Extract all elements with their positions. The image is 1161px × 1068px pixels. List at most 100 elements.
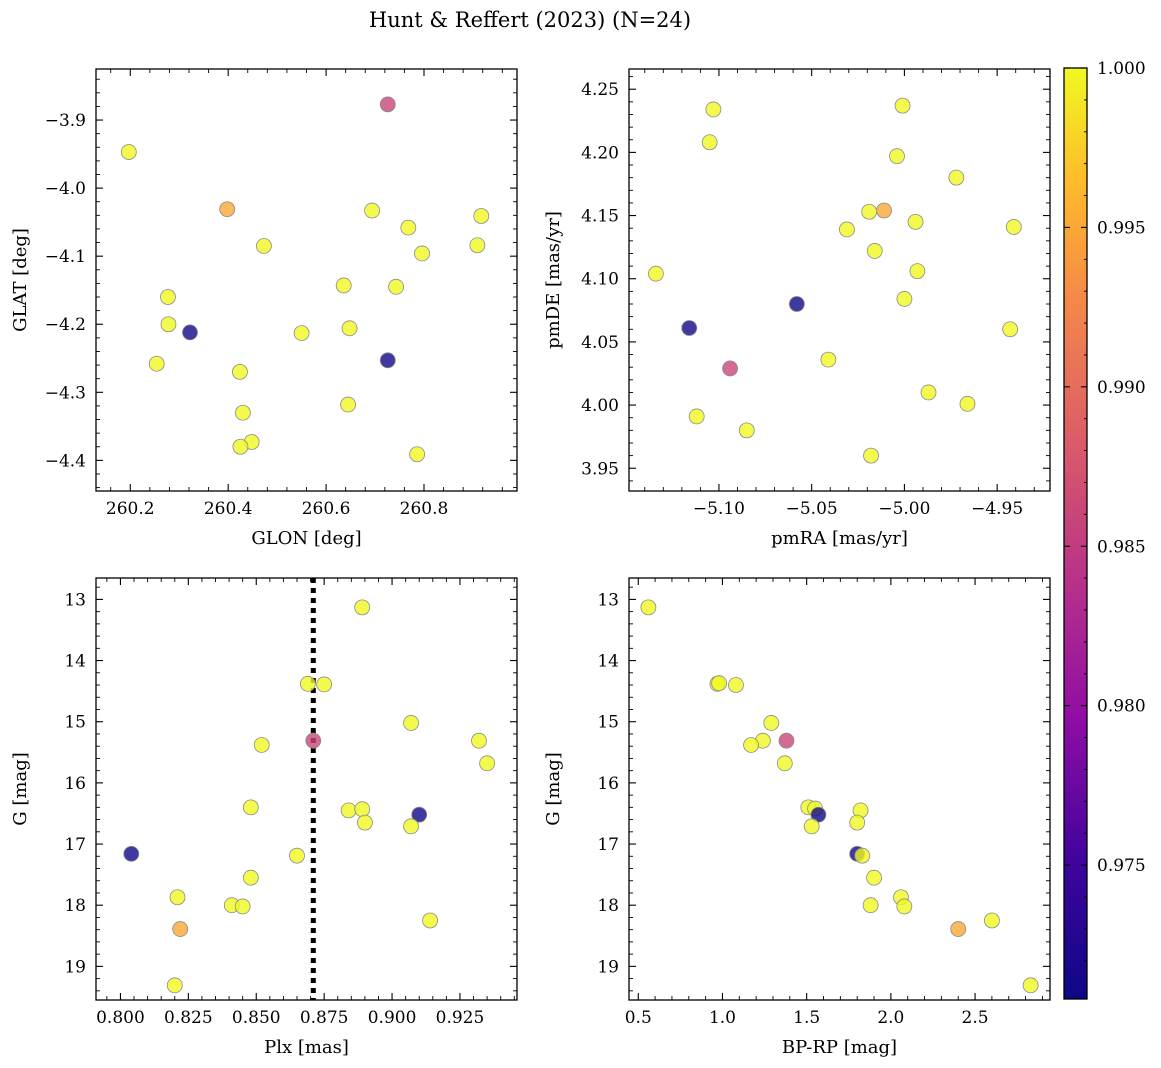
figure-title: Hunt & Reffert (2023) (N=24) — [369, 8, 691, 32]
x-tick-label: 0.5 — [625, 1008, 652, 1028]
scatter-point — [647, 265, 664, 282]
y-tick-label: 4.10 — [581, 270, 619, 290]
scatter-point — [182, 324, 198, 341]
scatter-point — [256, 238, 272, 254]
scatter-point — [479, 755, 496, 772]
x-tick-label: 0.825 — [164, 1008, 213, 1028]
scatter-point — [728, 677, 744, 693]
scatter-point — [896, 898, 913, 915]
scatter-point — [414, 245, 430, 262]
y-tick-label: 19 — [64, 957, 86, 977]
scatter-point — [778, 732, 795, 749]
y-tick-label: 14 — [597, 652, 619, 672]
scatter-point — [403, 715, 419, 731]
plot-area-frame — [628, 577, 1051, 1001]
x-axis-label: pmRA [mas/yr] — [771, 528, 908, 549]
y-tick-label: 4.20 — [581, 143, 619, 163]
scatter-point — [305, 732, 322, 749]
scatter-point — [876, 202, 892, 219]
scatter-point — [242, 869, 259, 886]
y-tick-label: 4.25 — [581, 80, 619, 100]
y-tick-label: −4.2 — [45, 315, 86, 335]
scatter-point — [232, 438, 249, 455]
scatter-point — [335, 277, 352, 294]
scatter-point — [411, 806, 428, 823]
scatter-point — [866, 243, 883, 259]
scatter-point — [234, 898, 251, 915]
scatter-point — [907, 213, 924, 230]
y-tick-label: 19 — [597, 957, 619, 977]
scatter-point — [219, 201, 236, 218]
scatter-point — [166, 977, 183, 994]
y-tick-label: −4.1 — [45, 247, 86, 267]
y-tick-label: 16 — [597, 774, 619, 794]
y-tick-label: 17 — [597, 835, 619, 855]
colorbar-tick-label: 0.985 — [1097, 537, 1146, 557]
scatter-point — [403, 818, 419, 835]
y-tick-label: 15 — [64, 713, 86, 733]
scatter-point — [409, 446, 426, 463]
scatter-point — [950, 921, 967, 937]
scatter-point — [681, 320, 698, 336]
scatter-point — [866, 869, 882, 886]
x-axis-label: GLON [deg] — [251, 528, 361, 549]
scatter-point — [242, 799, 259, 816]
y-tick-label: 16 — [64, 774, 86, 794]
scatter-panel-2: −5.10 −5.05 −5.00 −4.95 3.95 4.00 4.05 4.10 4.15… — [543, 68, 1051, 549]
scatter-point — [909, 263, 926, 280]
x-tick-label: −5.10 — [693, 499, 745, 519]
y-tick-label: 3.95 — [581, 459, 619, 479]
x-tick-label: 0.875 — [300, 1008, 349, 1028]
y-tick-label: 18 — [597, 896, 619, 916]
scatter-point — [400, 219, 417, 236]
colorbar: 0.975 0.980 0.985 0.990 0.995 1.000 — [1063, 59, 1146, 1000]
scatter-point — [469, 237, 486, 254]
scatter-point — [299, 675, 316, 692]
scatter-point — [705, 101, 722, 118]
x-tick-label: 0.800 — [96, 1008, 145, 1028]
scatter-point — [422, 912, 438, 929]
y-tick-label: 4.15 — [581, 207, 619, 227]
scatter-point — [984, 912, 1000, 929]
scatter-point — [160, 316, 177, 333]
y-tick-label: 13 — [597, 590, 619, 610]
scatter-point — [820, 351, 837, 368]
scatter-point — [959, 395, 976, 412]
scatter-point — [803, 818, 820, 835]
scatter-panel-3: 0.800 0.825 0.850 0.875 0.900 0.925 13 14 15 16 17… — [10, 577, 518, 1058]
y-tick-label: 13 — [64, 590, 86, 610]
x-tick-label: 1.0 — [709, 1008, 736, 1028]
scatter-point — [293, 325, 310, 341]
y-tick-label: −3.9 — [45, 111, 86, 131]
y-tick-label: 17 — [64, 835, 86, 855]
scatter-point — [738, 422, 755, 439]
y-tick-label: 4.05 — [581, 333, 619, 353]
y-tick-label: 18 — [64, 896, 86, 916]
scatter-point — [1022, 977, 1039, 994]
colorbar-tick-label: 0.980 — [1097, 697, 1146, 717]
scatter-point — [776, 755, 793, 772]
scatter-point — [743, 737, 759, 753]
scatter-point — [839, 221, 855, 238]
y-tick-label: 14 — [64, 652, 86, 672]
scatter-point — [788, 296, 805, 312]
scatter-point — [354, 801, 371, 818]
scatter-point — [160, 289, 176, 305]
x-axis-label: BP-RP [mag] — [782, 1037, 897, 1058]
scatter-point — [849, 814, 866, 831]
scatter-point — [711, 675, 727, 692]
colorbar-gradient — [1063, 67, 1088, 1000]
scatter-point — [894, 97, 911, 114]
scatter-point — [356, 814, 373, 831]
scatter-point — [253, 737, 270, 753]
x-tick-label: 260.2 — [106, 499, 155, 519]
scatter-point — [379, 352, 396, 369]
scatter-point — [340, 802, 357, 819]
x-tick-label: −5.00 — [878, 499, 930, 519]
y-tick-label: 4.00 — [581, 396, 619, 416]
scatter-point — [889, 148, 905, 165]
scatter-point — [341, 320, 358, 337]
x-tick-label: 2.0 — [877, 1008, 904, 1028]
colorbar-tick-label: 0.975 — [1097, 856, 1146, 876]
